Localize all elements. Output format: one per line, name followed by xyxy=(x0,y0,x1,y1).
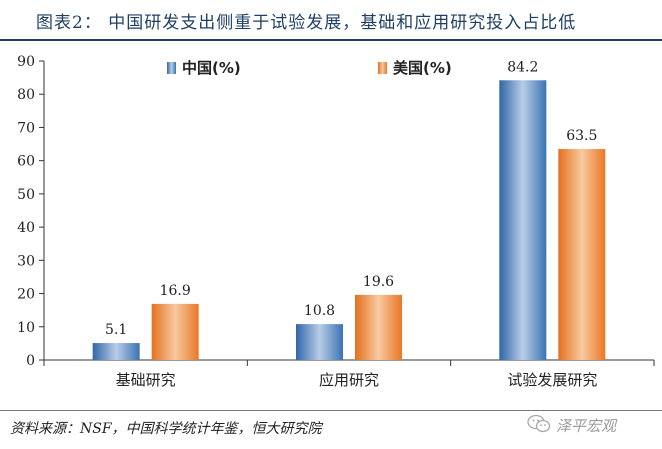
y-tick-label: 50 xyxy=(17,187,35,203)
y-tick-label: 40 xyxy=(17,220,35,236)
chart-axes: 0 10 20 30 40 50 60 70 80 90 基础研究 应用研究 试验发展研究 xyxy=(17,54,655,389)
chart-legend: 中国(%) 美国(%) xyxy=(167,59,452,77)
y-tick-label: 30 xyxy=(17,253,35,269)
legend-label: 中国(%) xyxy=(182,59,241,77)
chart-title: 图表2： 中国研发支出侧重于试验发展，基础和应用研究投入占比低 xyxy=(36,13,577,33)
title-bar: 图表2： 中国研发支出侧重于试验发展，基础和应用研究投入占比低 xyxy=(0,0,662,40)
data-label: 19.6 xyxy=(363,274,394,290)
bar-china xyxy=(296,324,343,360)
title-rule xyxy=(0,39,662,41)
bar-usa xyxy=(151,303,199,360)
source-note: 资料来源：NSF，中国科学统计年鉴，恒大研究院 xyxy=(10,421,322,437)
y-tick-label: 0 xyxy=(26,353,35,369)
chart-bars: 5.1 10.8 84.2 16.9 19.6 63.5 xyxy=(92,59,606,360)
x-tick-label: 试验发展研究 xyxy=(507,371,597,389)
y-tick-label: 60 xyxy=(17,154,35,170)
legend-label: 美国(%) xyxy=(393,59,452,77)
bar-chart: 0 10 20 30 40 50 60 70 80 90 基础研究 应用研究 试验发展研究 5.1 10.… xyxy=(17,54,655,389)
data-label: 16.9 xyxy=(160,283,191,299)
data-label: 5.1 xyxy=(105,322,127,338)
y-tick-label: 80 xyxy=(17,87,35,103)
x-tick-label: 基础研究 xyxy=(116,371,176,389)
y-tick-label: 20 xyxy=(17,287,35,303)
data-label: 63.5 xyxy=(566,128,597,144)
bar-usa xyxy=(355,294,402,360)
y-tick-label: 90 xyxy=(17,54,35,70)
bar-china xyxy=(92,343,140,360)
data-label: 84.2 xyxy=(507,59,538,75)
watermark: 泽平宏观 xyxy=(556,417,617,435)
y-tick-label: 70 xyxy=(17,120,35,136)
x-tick-label: 应用研究 xyxy=(319,371,379,389)
y-tick-label: 10 xyxy=(17,320,35,336)
wechat-icon xyxy=(527,414,551,433)
legend-swatch-usa xyxy=(378,62,387,74)
legend-swatch-china xyxy=(167,62,176,74)
bar-china xyxy=(499,80,547,360)
footer-rule xyxy=(0,410,662,411)
data-label: 10.8 xyxy=(304,303,335,319)
bar-usa xyxy=(558,149,606,360)
